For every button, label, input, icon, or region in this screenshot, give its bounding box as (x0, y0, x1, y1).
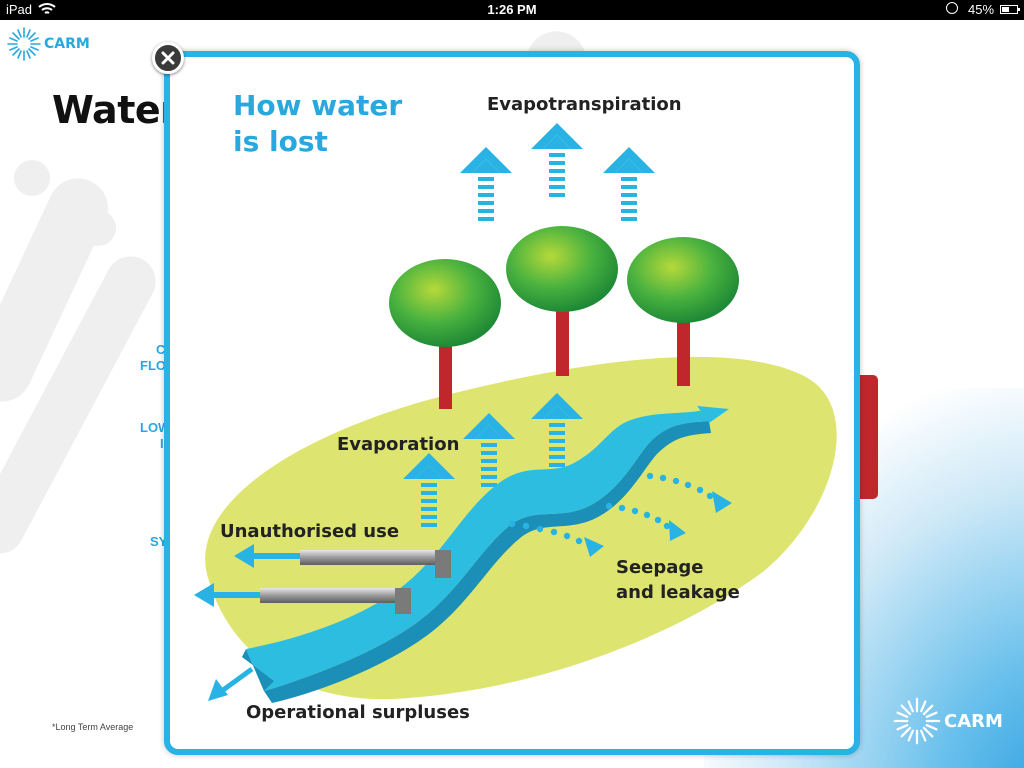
evapotranspiration-arrow-icon (460, 147, 512, 221)
status-bar: iPad 1:26 PM 45% (0, 0, 1024, 20)
rotation-lock-icon (946, 2, 958, 14)
label-seepage: Seepage (616, 557, 704, 578)
background-label: C (156, 342, 166, 357)
seepage-arrow-icon (605, 502, 686, 541)
battery-icon (1000, 5, 1020, 14)
background-label: FLO (140, 358, 166, 373)
river-arrowhead (697, 406, 729, 423)
outflow-arrow-icon (194, 583, 260, 607)
wifi-icon (38, 1, 56, 20)
tree-trunk (677, 316, 690, 386)
pipe (300, 550, 450, 565)
label-evapotranspiration: Evapotranspiration (487, 94, 682, 115)
seepage-arrow-icon (646, 472, 732, 513)
diagram-title-line2: is lost (233, 125, 328, 158)
outflow-arrow-icon (234, 544, 300, 568)
sunburst-icon (893, 697, 941, 745)
outflow-arrow-icon (208, 666, 254, 701)
background-label: LOW (140, 420, 171, 435)
background-decoration (80, 210, 116, 246)
close-button[interactable] (152, 42, 184, 74)
label-leakage: and leakage (616, 582, 740, 603)
river-side (264, 421, 711, 703)
tree-trunk (556, 306, 569, 376)
river (246, 409, 724, 691)
evapotranspiration-arrow-icon (531, 123, 583, 197)
pipe (260, 588, 410, 603)
background-decoration (14, 160, 50, 196)
evapotranspiration-arrow-icon (603, 147, 655, 221)
side-tab[interactable] (858, 375, 878, 499)
label-evaporation: Evaporation (337, 434, 459, 455)
logo-text: CARM (944, 710, 1003, 732)
water-loss-diagram: How water is lost Evapotranspiration Eva… (194, 89, 837, 723)
background-label: I (160, 436, 164, 451)
label-operational-surpluses: Operational surpluses (246, 702, 470, 723)
tree-canopy (627, 237, 739, 323)
sunburst-icon (7, 27, 41, 61)
background-label: SY (150, 534, 168, 549)
river-outlet (242, 649, 274, 691)
diagram-title-line1: How water (233, 89, 402, 122)
footnote: *Long Term Average (52, 722, 134, 732)
logo-text: CARM (44, 36, 90, 52)
label-unauthorised-use: Unauthorised use (220, 521, 399, 542)
tree-canopy (506, 226, 618, 312)
carm-logo-bottom: CARM (892, 696, 1003, 746)
tree-trunk (439, 341, 452, 409)
pipe-elbow (395, 588, 411, 614)
seepage-arrow-icon (508, 520, 604, 557)
pipe-elbow (435, 550, 451, 578)
close-icon (161, 51, 175, 65)
page-title: Water (52, 88, 179, 132)
carm-logo-top: CARM (6, 26, 90, 62)
device-name: iPad (6, 2, 33, 17)
battery-percentage: 45% (968, 2, 995, 17)
status-time: 1:26 PM (487, 2, 537, 17)
tree-canopy (389, 259, 501, 347)
